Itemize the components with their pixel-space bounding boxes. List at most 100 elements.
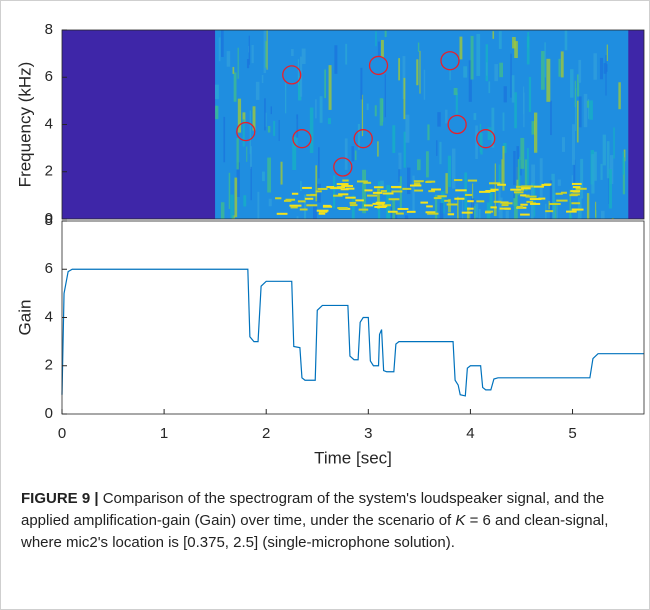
spectrogram-harmonic [425, 211, 436, 214]
spectrogram-texture [324, 69, 326, 99]
spectrogram-texture [505, 210, 509, 219]
spectrogram-harmonic [276, 212, 288, 215]
spectrogram-harmonic [502, 202, 513, 205]
spectrogram-texture [602, 134, 606, 166]
spectrogram-harmonic [414, 182, 421, 185]
spectrogram-harmonic [289, 204, 302, 207]
spectrogram-texture [513, 151, 516, 186]
spectrogram-texture [317, 147, 320, 179]
spectrogram-harmonic [413, 180, 424, 183]
spectrogram-harmonic [446, 203, 458, 206]
spectrogram-harmonic [349, 204, 358, 207]
spectrogram-texture [360, 67, 363, 100]
spectrogram-texture [377, 41, 381, 57]
spectrogram-texture [255, 81, 260, 100]
highlight-circle [236, 121, 256, 142]
spectrogram-texture [608, 169, 612, 209]
spectrogram-harmonic [406, 210, 416, 213]
spectrogram-texture [493, 207, 497, 217]
spectrogram-texture [606, 64, 608, 72]
spectrogram-harmonic [363, 204, 373, 207]
spectrogram-texture [539, 158, 543, 197]
spectrogram-harmonic [520, 185, 533, 188]
spectrogram-texture [462, 199, 464, 219]
spectrogram-texture [292, 136, 297, 171]
spectrogram-texture [267, 125, 271, 133]
spectrogram-texture [524, 159, 528, 191]
spectrogram-texture [300, 180, 302, 192]
spectrogram-texture [593, 151, 597, 181]
spectrogram-texture [377, 141, 379, 157]
spectrogram-texture [265, 41, 267, 68]
spectrogram-texture [510, 53, 512, 98]
spectrogram-texture [298, 75, 302, 101]
caption-text: = 6 and clean-signal, where mic2's locat… [21, 512, 609, 551]
spectrogram-harmonic [490, 206, 497, 209]
spectrogram-harmonic [529, 198, 542, 201]
spectrogram-texture [327, 118, 331, 125]
x-tick-label: 1 [160, 425, 168, 442]
spectrogram-texture [474, 205, 476, 219]
spectrogram-harmonic [447, 213, 455, 216]
y-tick-label: 0 [45, 405, 53, 422]
spectrogram-texture [603, 63, 607, 74]
x-tick-label: 4 [466, 425, 474, 442]
spectrogram-texture [512, 36, 516, 49]
spectrogram-harmonic [340, 188, 349, 191]
spectrogram-harmonic [467, 207, 474, 210]
spectrogram-texture [221, 30, 224, 57]
spectrogram-texture [416, 59, 419, 86]
spectrogram-texture [246, 146, 248, 162]
spectrogram-texture [301, 48, 306, 64]
spectrogram-texture [280, 161, 283, 185]
spectrogram-texture [309, 107, 314, 153]
spectrogram-texture [223, 116, 226, 163]
spectrogram-texture [514, 92, 517, 129]
spectrogram-harmonic [566, 210, 577, 213]
spectrogram-texture [328, 65, 332, 110]
spectrogram-harmonic [516, 205, 523, 208]
spectrogram-harmonic [570, 190, 581, 193]
spectrogram-harmonic [455, 189, 467, 192]
y-axis-label: Frequency (kHz) [15, 62, 34, 188]
spectrogram-harmonic [428, 190, 436, 193]
spectrogram-harmonic [302, 186, 312, 189]
spectrogram-texture [262, 171, 265, 182]
spectrogram-harmonic [427, 212, 439, 215]
spectrogram-texture [473, 113, 477, 120]
spectrogram-harmonic [372, 202, 385, 205]
spectrogram-texture [586, 193, 590, 219]
spectrogram-texture [544, 42, 546, 78]
spectrogram-texture [246, 59, 250, 69]
spectrogram-texture [595, 201, 597, 218]
spectrogram-texture [574, 80, 576, 107]
caption-label: FIGURE 9 | [21, 490, 99, 507]
spectrogram-texture [447, 199, 451, 213]
spectrogram-harmonic [299, 208, 308, 211]
x-tick-label: 2 [262, 425, 270, 442]
spectrogram-texture [394, 210, 398, 219]
spectrogram-harmonic [290, 206, 298, 209]
spectrogram-harmonic [306, 204, 318, 207]
x-axis-label: Time [sec] [314, 448, 392, 467]
spectrogram-texture [351, 146, 355, 162]
spectrogram-harmonic [476, 200, 485, 203]
y-tick-label: 4 [45, 115, 53, 132]
spectrogram-texture [319, 96, 323, 123]
y-tick-label: 2 [45, 163, 53, 180]
spectrogram-harmonic [485, 210, 494, 213]
spectrogram-harmonic [345, 196, 356, 199]
spectrogram-harmonic [310, 193, 317, 196]
spectrogram-texture [392, 125, 396, 154]
spectrogram-texture [550, 100, 552, 136]
spectrogram-texture [226, 51, 231, 67]
spectrogram-texture [242, 112, 246, 124]
spectrogram-texture [560, 51, 564, 78]
spectrogram-harmonic [560, 191, 567, 194]
spectrogram-texture [499, 62, 503, 78]
spectrogram-harmonic [356, 180, 368, 183]
highlight-circle [353, 129, 373, 149]
spectrogram-texture [487, 127, 492, 140]
y-tick-label: 6 [45, 260, 53, 277]
